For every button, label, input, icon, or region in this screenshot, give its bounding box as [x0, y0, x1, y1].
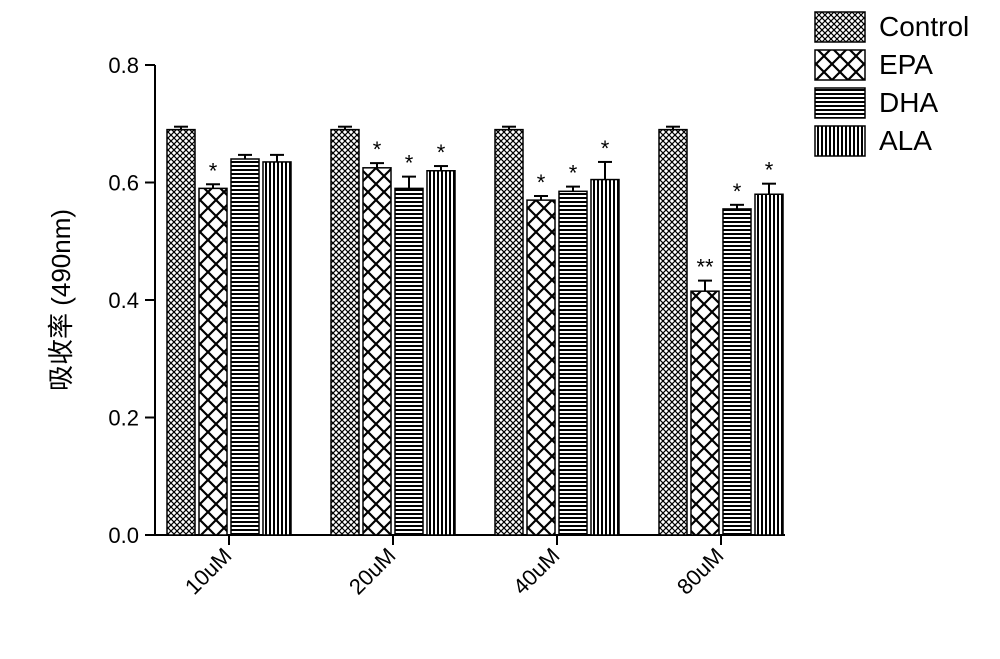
x-tick-label: 20uM	[344, 543, 401, 600]
bar	[395, 188, 423, 535]
significance-marker: *	[437, 140, 446, 165]
legend-swatch	[815, 12, 865, 42]
bar	[691, 291, 719, 535]
bar-chart: 0.00.20.40.60.8吸收率 (490nm)*10uM***20uM**…	[0, 0, 1000, 659]
legend-swatch	[815, 50, 865, 80]
bar	[331, 130, 359, 535]
significance-marker: **	[696, 255, 714, 280]
legend-swatch	[815, 126, 865, 156]
significance-marker: *	[373, 137, 382, 162]
y-tick-label: 0.8	[108, 53, 139, 78]
significance-marker: *	[537, 170, 546, 195]
significance-marker: *	[733, 179, 742, 204]
legend-label: Control	[879, 11, 969, 42]
bar	[199, 188, 227, 535]
y-tick-label: 0.4	[108, 288, 139, 313]
significance-marker: *	[601, 136, 610, 161]
x-tick-label: 40uM	[508, 543, 565, 600]
x-tick-label: 80uM	[672, 543, 729, 600]
bar	[231, 159, 259, 535]
bar	[755, 194, 783, 535]
legend-label: EPA	[879, 49, 933, 80]
bar	[427, 171, 455, 535]
y-tick-label: 0.6	[108, 171, 139, 196]
bar	[659, 130, 687, 535]
y-tick-label: 0.2	[108, 406, 139, 431]
significance-marker: *	[569, 161, 578, 186]
bar	[723, 209, 751, 535]
legend-label: ALA	[879, 125, 932, 156]
x-tick-label: 10uM	[180, 543, 237, 600]
bar	[495, 130, 523, 535]
significance-marker: *	[765, 158, 774, 183]
y-axis-label: 吸收率 (490nm)	[46, 209, 76, 391]
bar	[263, 162, 291, 535]
bar	[363, 168, 391, 535]
significance-marker: *	[405, 151, 414, 176]
bar	[591, 180, 619, 535]
legend-label: DHA	[879, 87, 938, 118]
bar	[167, 130, 195, 535]
significance-marker: *	[209, 158, 218, 183]
y-tick-label: 0.0	[108, 523, 139, 548]
bar	[559, 191, 587, 535]
bar	[527, 200, 555, 535]
chart-svg: 0.00.20.40.60.8吸收率 (490nm)*10uM***20uM**…	[0, 0, 1000, 659]
legend-swatch	[815, 88, 865, 118]
